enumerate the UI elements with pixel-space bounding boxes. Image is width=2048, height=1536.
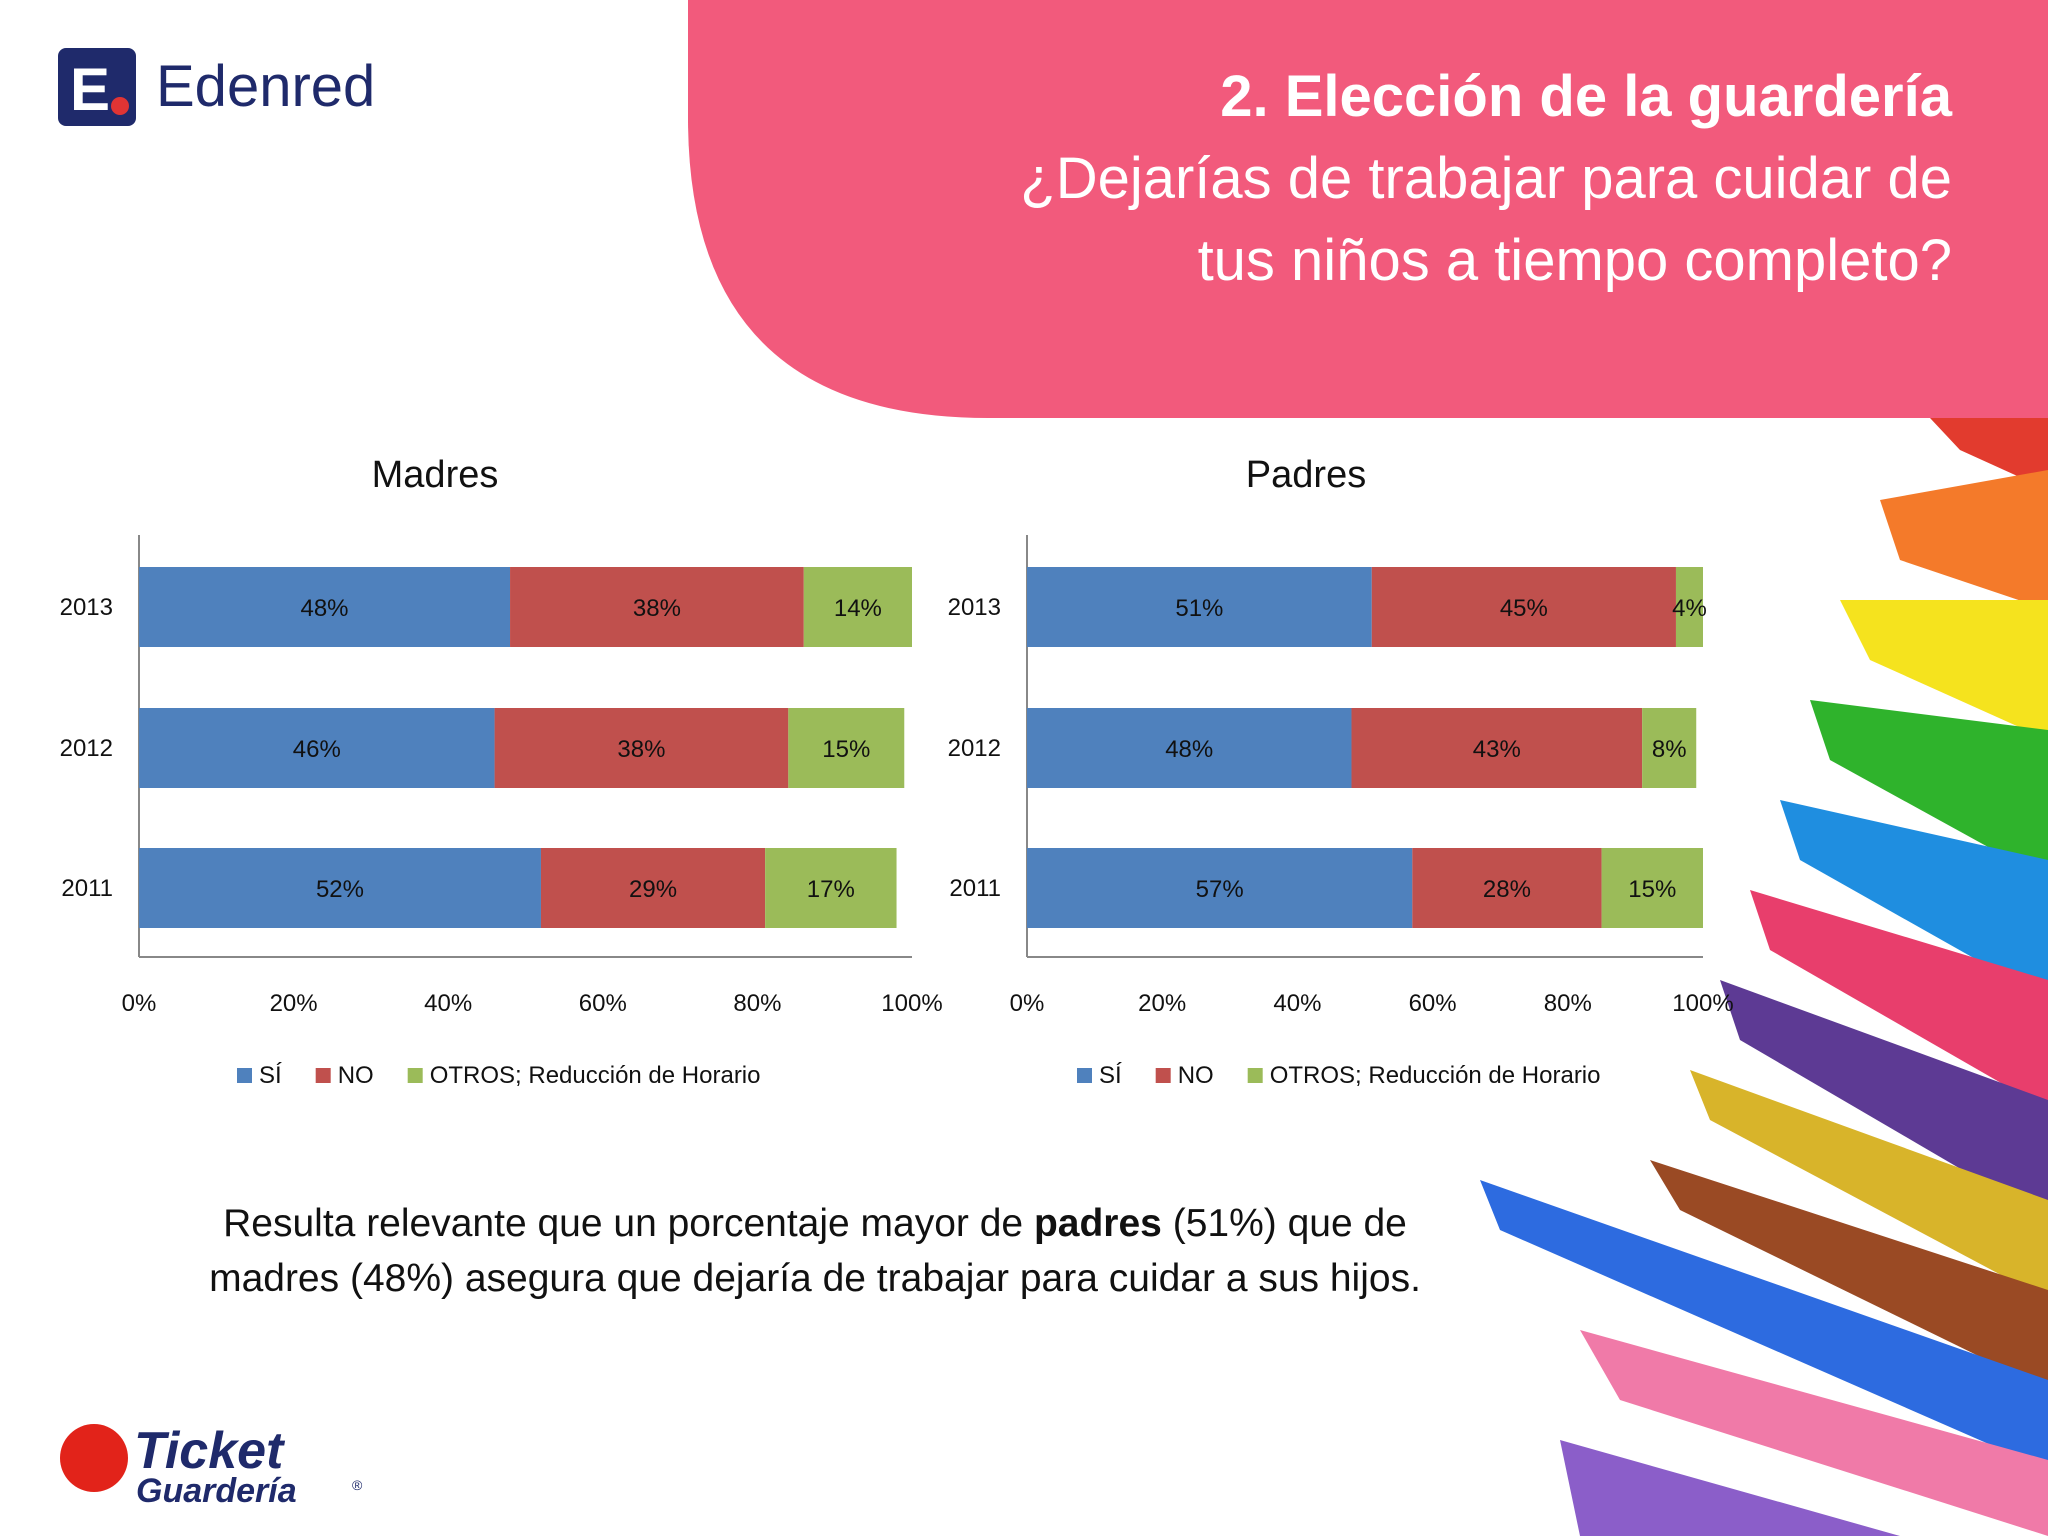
category-label: 2012 (60, 735, 113, 762)
data-label: 43% (1473, 736, 1521, 763)
legend-item: SÍ (259, 1062, 282, 1089)
data-label: 29% (629, 876, 677, 903)
chart-madres: Madres 2013 48% 38% 14% 2012 46% 38% 15% 2011 52% 2… (0, 440, 1000, 1120)
legend-swatch (237, 1068, 252, 1083)
bar-segment (139, 567, 511, 647)
bar-segment (1027, 708, 1352, 788)
data-label: 38% (617, 736, 665, 763)
ticket-guarderia-logo: Ticket Guardería ® (56, 1418, 376, 1510)
category-label: 2011 (949, 875, 1001, 902)
category-label: 2013 (948, 594, 1001, 621)
legend-swatch (315, 1068, 331, 1083)
edenred-logo: E Edenred (58, 48, 398, 128)
page-subtitle-line1: ¿Dejarías de trabajar para cuidar de (1020, 146, 1952, 211)
header-panel (688, 0, 2048, 418)
data-label: 15% (822, 736, 870, 763)
bar-segment (494, 708, 789, 788)
data-label: 14% (834, 595, 882, 622)
data-label: 38% (633, 595, 681, 622)
legend-swatch (407, 1068, 423, 1083)
data-label: 17% (807, 876, 855, 903)
x-tick-label: 100% (881, 990, 942, 1017)
chart-madres-svg: Madres 2013 48% 38% 14% 2012 46% 38% 15% 2011 52% 2… (60, 454, 943, 1089)
bar-segment (139, 848, 541, 928)
svg-text:E: E (70, 56, 110, 123)
bar-segment (1027, 848, 1413, 928)
ticket-logo-line1: Ticket (134, 1422, 286, 1480)
legend-item: OTROS; Reducción de Horario (1270, 1062, 1601, 1089)
x-tick-label: 0% (1010, 990, 1045, 1017)
ticket-logo-line2: Guardería (136, 1472, 297, 1508)
bar-segment (788, 708, 905, 788)
data-label: 8% (1652, 736, 1687, 763)
x-tick-label: 80% (733, 990, 781, 1017)
legend-swatch (1155, 1068, 1171, 1083)
summary-bold: padres (1033, 1202, 1162, 1245)
chart-title: Madres (372, 454, 499, 496)
data-label: 52% (316, 876, 364, 903)
x-tick-label: 60% (579, 990, 627, 1017)
bar-segment (540, 848, 766, 928)
ticket-logo-circle (60, 1424, 128, 1492)
bar-segment (1027, 567, 1372, 647)
bar-segment (765, 848, 897, 928)
bar-segment (1412, 848, 1602, 928)
bar-segment (803, 567, 912, 647)
category-label: 2013 (60, 594, 113, 621)
x-tick-label: 40% (424, 990, 472, 1017)
x-tick-label: 100% (1672, 990, 1733, 1017)
bar-segment (1675, 567, 1703, 647)
data-label: 48% (300, 595, 348, 622)
bar-segment (1371, 567, 1676, 647)
edenred-logo-text: Edenred (156, 54, 375, 119)
x-tick-label: 60% (1409, 990, 1457, 1017)
legend-item: NO (338, 1062, 374, 1089)
x-tick-label: 0% (122, 990, 157, 1017)
data-label: 15% (1628, 876, 1676, 903)
page-title: 2. Elección de la guardería (1220, 64, 1952, 129)
data-label: 45% (1500, 595, 1548, 622)
crayons-illustration (1480, 418, 2048, 1536)
legend-swatch (1247, 1068, 1263, 1083)
bar-segment (139, 708, 495, 788)
summary-before: Resulta relevante que un porcentaje mayo… (223, 1202, 1034, 1245)
data-label: 46% (293, 736, 341, 763)
legend-swatch (1077, 1068, 1092, 1083)
ticket-logo-registered: ® (352, 1477, 363, 1493)
bar-segment (1351, 708, 1643, 788)
chart-title: Padres (1246, 454, 1366, 496)
bar-segment (510, 567, 804, 647)
bar-segment (1642, 708, 1697, 788)
chart-padres-svg: Padres 2013 51% 45% 4% 2012 48% 43% 8% 2011 57% 28%… (948, 454, 1734, 1089)
category-label: 2011 (61, 875, 113, 902)
legend-item: NO (1178, 1062, 1214, 1089)
x-tick-label: 20% (1138, 990, 1186, 1017)
x-tick-label: 40% (1273, 990, 1321, 1017)
data-label: 48% (1165, 736, 1213, 763)
data-label: 4% (1672, 595, 1707, 622)
summary-after: (51%) que de madres (48%) asegura que de… (209, 1202, 1421, 1300)
chart-padres: Padres 2013 51% 45% 4% 2012 48% 43% 8% 2011 57% 28%… (888, 440, 1888, 1120)
data-label: 57% (1196, 876, 1244, 903)
data-label: 51% (1175, 595, 1223, 622)
summary-text: Resulta relevante que un porcentaje mayo… (200, 1196, 1430, 1306)
header: 2. Elección de la guardería ¿Dejarías de… (802, 56, 1952, 302)
legend-item: OTROS; Reducción de Horario (430, 1062, 761, 1089)
data-label: 28% (1483, 876, 1531, 903)
category-label: 2012 (948, 735, 1001, 762)
bar-segment (1601, 848, 1703, 928)
legend-item: SÍ (1099, 1062, 1122, 1089)
x-tick-label: 80% (1544, 990, 1592, 1017)
x-tick-label: 20% (270, 990, 318, 1017)
page-subtitle-line2: tus niños a tiempo completo? (1197, 228, 1952, 293)
